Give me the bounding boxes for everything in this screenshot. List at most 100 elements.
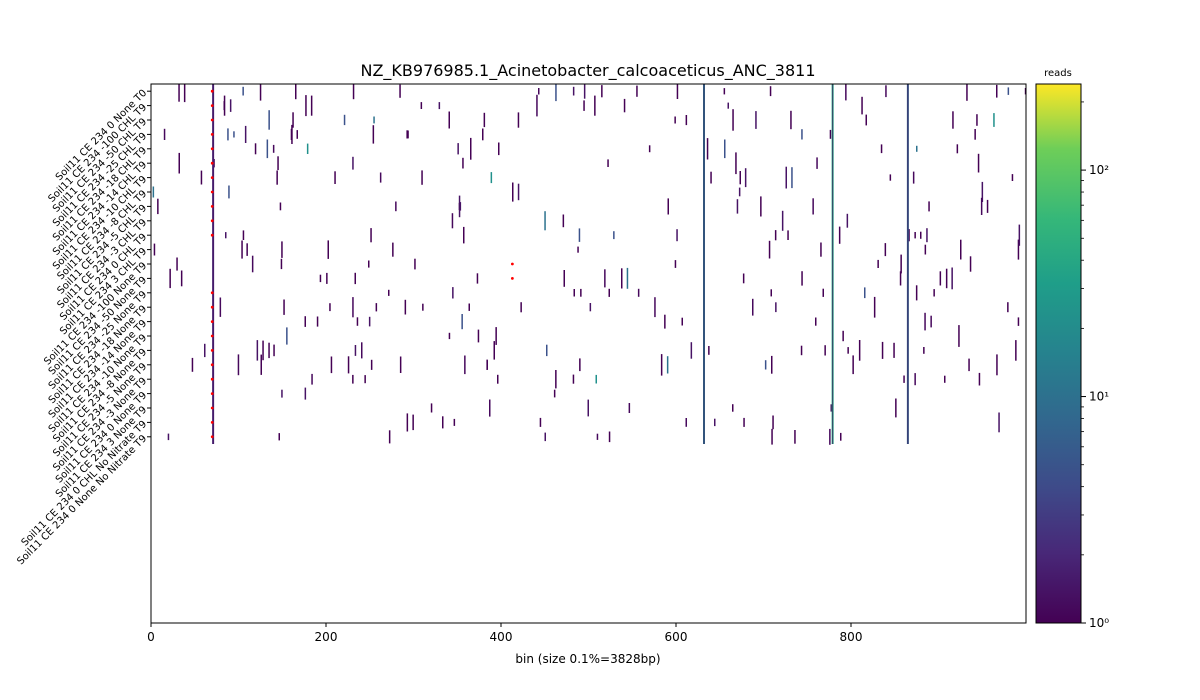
heatmap-cell — [815, 317, 817, 326]
heatmap-cell — [281, 241, 283, 258]
heatmap-cell — [880, 144, 883, 154]
heatmap-cell — [993, 113, 995, 127]
heatmap-cell — [820, 242, 822, 257]
heatmap-cell — [304, 316, 306, 327]
colorbar-tick-label: 10¹ — [1089, 390, 1109, 404]
heatmap-cell — [974, 129, 976, 140]
heatmap-cell — [846, 213, 849, 228]
x-axis: 0 200 400 600 800 — [147, 623, 862, 644]
heatmap-cell — [708, 346, 710, 355]
heatmap-cell — [621, 268, 623, 289]
heatmap-cell — [442, 416, 444, 429]
heatmap-cell — [305, 95, 307, 117]
heatmap-cell — [667, 198, 669, 215]
heatmap-cell — [461, 314, 463, 330]
heatmap-cell — [801, 271, 803, 286]
heatmap-cell — [739, 171, 741, 185]
heatmap-cell — [781, 210, 784, 231]
marker-point — [210, 435, 214, 439]
heatmap-cell — [452, 287, 454, 299]
heatmap-cell — [356, 317, 359, 326]
heatmap-cell — [225, 232, 227, 239]
heatmap-cell — [986, 199, 989, 213]
heatmap-cell — [244, 125, 247, 143]
x-tick-label: 400 — [490, 630, 513, 644]
heatmap-cell — [555, 84, 557, 102]
heatmap-cell — [281, 389, 283, 398]
heatmap-cell — [829, 428, 831, 445]
heatmap-cell — [539, 417, 542, 427]
heatmap-cell — [459, 202, 462, 211]
heatmap-cell — [674, 116, 676, 124]
heatmap-cell — [978, 372, 981, 386]
heatmap-cell — [920, 231, 922, 239]
heatmap-cell — [421, 170, 423, 185]
heatmap-cell — [280, 258, 283, 270]
heatmap-column-edge — [907, 84, 909, 444]
heatmap-cell — [607, 159, 609, 167]
heatmap-cell — [468, 303, 470, 311]
marker-point — [210, 176, 214, 180]
heatmap-cell — [915, 285, 918, 301]
heatmap-cell — [685, 115, 688, 126]
heatmap-cell — [370, 359, 373, 370]
heatmap-cell — [399, 84, 401, 98]
heatmap-cell — [486, 359, 488, 370]
heatmap-cell — [816, 157, 818, 169]
heatmap-cell — [1015, 340, 1017, 361]
heatmap-cell — [283, 299, 285, 315]
heatmap-cell — [1007, 87, 1010, 95]
heatmap-cell — [996, 84, 998, 98]
heatmap-cell — [229, 99, 232, 112]
heatmap-cell — [914, 232, 916, 239]
heatmap-cell — [279, 202, 282, 211]
heatmap-cell — [276, 170, 278, 185]
heatmap-cell — [660, 354, 663, 376]
heatmap-cell — [944, 375, 946, 383]
plot-area — [151, 84, 1026, 623]
heatmap-cell — [178, 84, 180, 102]
heatmap-cell — [476, 273, 479, 284]
heatmap-cell — [438, 102, 441, 110]
marker-point — [210, 205, 214, 208]
heatmap-cell — [881, 341, 884, 359]
heatmap-cell — [768, 240, 771, 259]
heatmap-cell — [900, 254, 902, 274]
marker-point — [510, 277, 514, 280]
marker-point — [210, 363, 214, 367]
heatmap-cell — [623, 98, 626, 113]
heatmap-cell — [227, 128, 229, 141]
heatmap-cell — [945, 268, 948, 289]
heatmap-cell — [167, 433, 170, 441]
heatmap-cell — [727, 102, 729, 109]
marker-point — [210, 190, 214, 194]
heatmap-cell — [608, 288, 610, 297]
heatmap-cell — [976, 114, 978, 126]
heatmap-cell — [490, 172, 493, 184]
heatmap-cell — [157, 198, 159, 215]
heatmap-cell — [723, 88, 726, 95]
heatmap-cell — [595, 374, 597, 384]
heatmap-cell — [544, 432, 546, 442]
heatmap-cell — [636, 85, 638, 97]
heatmap-cell — [354, 345, 357, 356]
heatmap-cell — [613, 231, 615, 240]
heatmap-cell — [517, 112, 520, 128]
heatmap-cell — [732, 404, 734, 412]
marker-point — [210, 291, 214, 295]
heatmap-cell — [628, 403, 631, 413]
marker-point — [210, 334, 214, 338]
heatmap-cell — [742, 273, 745, 284]
heatmap-cell — [952, 111, 954, 129]
heatmap-cell — [392, 242, 394, 257]
colorbar-tick-label: 10² — [1089, 163, 1109, 177]
heatmap-cell — [604, 269, 606, 288]
marker-point — [210, 421, 214, 424]
heatmap-cell — [791, 167, 793, 189]
heatmap-cell — [375, 303, 378, 312]
heatmap-cell — [577, 246, 579, 253]
heatmap-cell — [771, 355, 773, 374]
heatmap-cell — [277, 156, 279, 171]
heatmap-column-edge — [703, 84, 705, 444]
heatmap-cell — [152, 186, 155, 198]
